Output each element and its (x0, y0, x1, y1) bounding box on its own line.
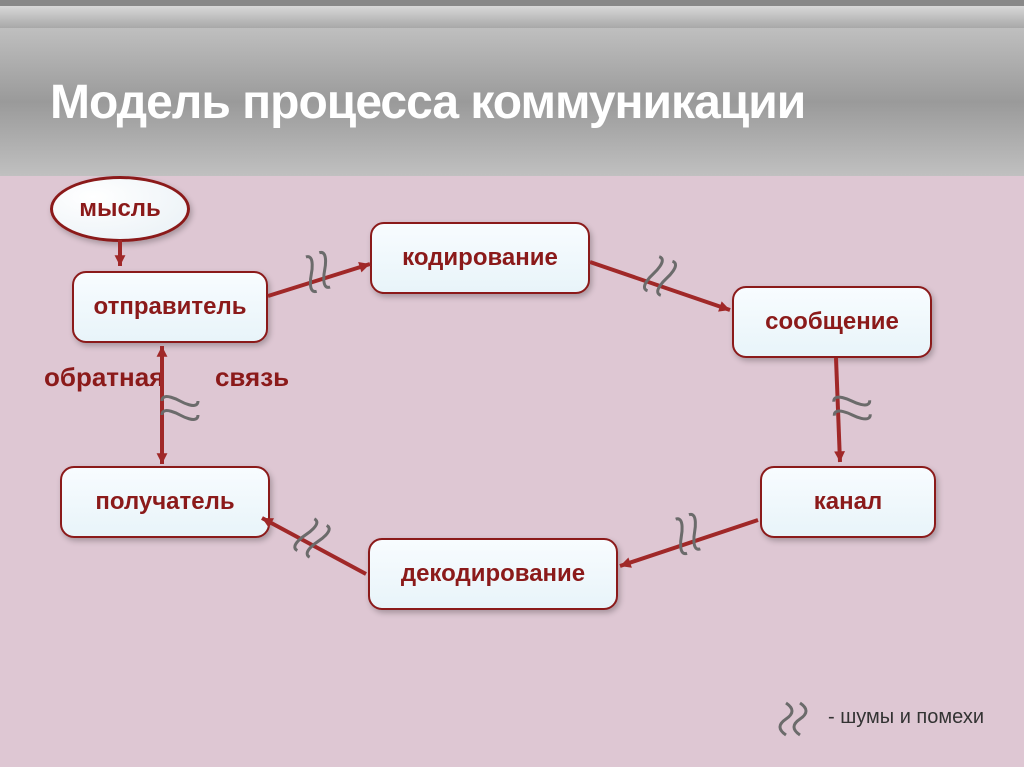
page-title: Модель процесса коммуникации (50, 75, 805, 130)
legend-text: - шумы и помехи (828, 706, 984, 729)
legend: - шумы и помехи (776, 697, 984, 737)
diagram-content: мысль отправитель кодирование сообщение … (0, 176, 1024, 767)
node-channel-label: канал (814, 488, 882, 516)
node-receiver-label: получатель (95, 488, 234, 516)
node-channel: канал (760, 466, 936, 538)
node-receiver: получатель (60, 466, 270, 538)
feedback-label: обратная связь (44, 362, 289, 393)
node-sender: отправитель (72, 271, 268, 343)
node-thought: мысль (50, 176, 190, 242)
node-encoding: кодирование (370, 222, 590, 294)
node-decoding-label: декодирование (401, 560, 585, 588)
node-encoding-label: кодирование (402, 244, 558, 272)
feedback-after: связь (215, 362, 289, 392)
node-sender-label: отправитель (94, 293, 247, 321)
feedback-before: обратная (44, 362, 164, 392)
node-decoding: декодирование (368, 538, 618, 610)
top-bar (0, 0, 1024, 28)
title-band: Модель процесса коммуникации (0, 28, 1024, 176)
node-message: сообщение (732, 286, 932, 358)
node-thought-label: мысль (79, 195, 161, 223)
node-message-label: сообщение (765, 308, 899, 336)
noise-icon (776, 697, 822, 737)
